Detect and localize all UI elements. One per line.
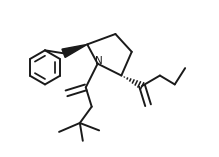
Text: N: N — [95, 56, 102, 66]
Polygon shape — [62, 44, 87, 57]
